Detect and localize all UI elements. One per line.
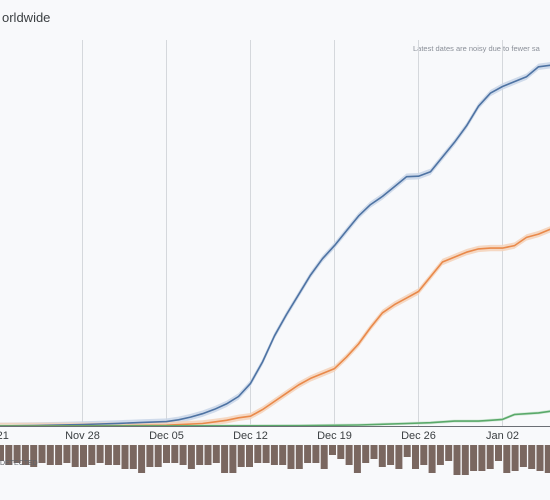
- bottom-bar-8: [63, 445, 71, 463]
- bottom-bar-53: [436, 445, 444, 465]
- bottom-bar-23: [187, 445, 195, 469]
- bottom-bar-63: [519, 445, 527, 467]
- bottom-bar-51: [420, 445, 428, 465]
- bottom-bar-54: [445, 445, 453, 461]
- bottom-bar-9: [71, 445, 79, 467]
- bottom-bar-32: [262, 445, 270, 463]
- x-tick-label-3: Dec 12: [233, 430, 268, 442]
- series-line-0: [0, 64, 550, 427]
- bottom-bar-15: [121, 445, 129, 469]
- bottom-bar-30: [246, 445, 253, 467]
- x-tick-label-1: Nov 28: [65, 430, 100, 442]
- bottom-bar-16: [129, 445, 137, 469]
- chart-title: orldwide: [2, 10, 50, 25]
- bottom-bar-43: [353, 445, 361, 473]
- bottom-bar-14: [113, 445, 121, 465]
- bottom-bar-27: [221, 445, 229, 473]
- bottom-bar-3: [21, 445, 29, 465]
- bottom-bar-35: [287, 445, 295, 469]
- bottom-bar-12: [96, 445, 104, 463]
- bottom-bar-39: [320, 445, 328, 469]
- bottom-bar-52: [428, 445, 436, 473]
- bottom-bar-47: [387, 445, 395, 465]
- bottom-bar-26: [212, 445, 220, 463]
- bottom-bar-61: [503, 445, 511, 473]
- bottom-bar-2: [13, 445, 21, 463]
- bottom-bar-28: [229, 445, 237, 473]
- bottom-bar-11: [88, 445, 96, 465]
- bottom-bar-6: [46, 445, 54, 465]
- x-tick-label-2: Dec 05: [149, 430, 184, 442]
- x-tick-labels: v 21 Nov 28 Dec 05 Dec 12 Dec 19 Dec 26 Jan 02: [0, 430, 519, 442]
- bottom-bar-7: [55, 445, 63, 465]
- bottom-bar-29: [237, 445, 245, 467]
- grid-lines: [82, 40, 503, 426]
- series-band-2: [0, 409, 550, 426]
- x-tick-label-5: Dec 26: [401, 430, 436, 442]
- bottom-bar-19: [154, 445, 162, 467]
- bottom-bar-65: [536, 445, 544, 471]
- bottom-bar-40: [329, 445, 336, 455]
- x-tick-label-6: Jan 02: [486, 430, 519, 442]
- bottom-bar-62: [511, 445, 519, 471]
- bottom-bar-56: [461, 445, 469, 475]
- bottom-bar-44: [362, 445, 370, 463]
- bottom-bar-55: [453, 445, 461, 475]
- bottom-bar-45: [370, 445, 378, 459]
- bottom-bar-18: [146, 445, 154, 467]
- bottom-bar-24: [196, 445, 204, 465]
- bottom-bar-37: [304, 445, 312, 463]
- bottom-bar-41: [337, 445, 345, 459]
- footer-label: DETECTED: [0, 460, 38, 467]
- bottom-bar-21: [171, 445, 179, 463]
- bottom-bar-38: [312, 445, 320, 463]
- bottom-bar-22: [179, 445, 187, 465]
- bottom-bar-59: [486, 445, 494, 469]
- bottom-bar-50: [412, 445, 419, 469]
- bottom-bar-34: [279, 445, 287, 465]
- bottom-bar-10: [80, 445, 87, 467]
- series-line-2: [0, 410, 550, 427]
- series-line-1: [0, 228, 550, 427]
- bottom-bar-13: [104, 445, 112, 465]
- series-band-1: [0, 226, 550, 426]
- bottom-bar-57: [470, 445, 478, 471]
- bottom-bar-4: [30, 445, 38, 467]
- noisy-dates-note: Latest dates are noisy due to fewer sa: [413, 44, 541, 53]
- bottom-bar-25: [204, 445, 212, 465]
- bottom-bar-46: [378, 445, 386, 467]
- bottom-bar-0: [0, 445, 4, 461]
- bottom-bar-66: [544, 445, 550, 473]
- bottom-bar-17: [138, 445, 146, 473]
- bottom-bar-36: [295, 445, 303, 469]
- bottom-bar-20: [163, 445, 170, 463]
- bottom-bar-31: [254, 445, 262, 463]
- bottom-bar-48: [395, 445, 403, 469]
- series-lines: [0, 64, 550, 427]
- bottom-bar-1: [5, 445, 13, 465]
- bottom-bars: [0, 445, 550, 475]
- bottom-bar-5: [38, 445, 46, 463]
- bottom-bar-58: [478, 445, 486, 471]
- bottom-bar-33: [270, 445, 278, 465]
- bottom-bar-42: [345, 445, 353, 465]
- confidence-bands: [0, 62, 550, 426]
- bottom-bar-60: [495, 445, 502, 461]
- bottom-bar-64: [528, 445, 536, 469]
- x-tick-label-4: Dec 19: [317, 430, 352, 442]
- bottom-bar-49: [403, 445, 411, 457]
- x-tick-label-0: v 21: [0, 430, 9, 442]
